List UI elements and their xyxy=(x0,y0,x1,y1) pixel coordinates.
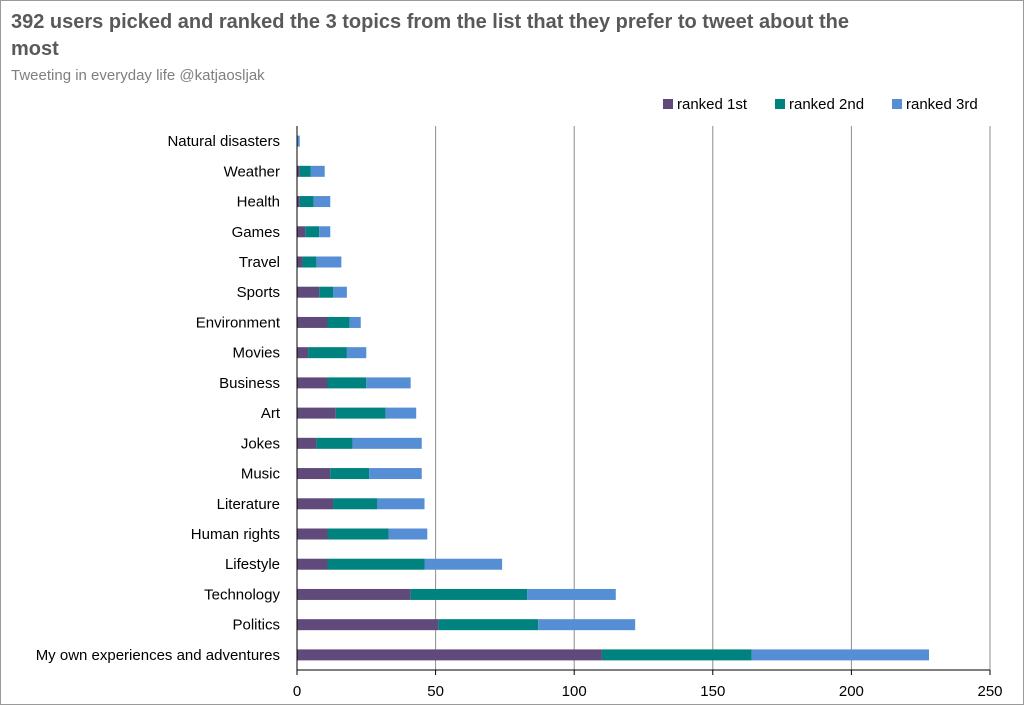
bar-segment xyxy=(297,619,439,631)
x-axis: 0 50 100 150 200 250 xyxy=(293,126,1003,700)
category-label: Art xyxy=(261,405,281,422)
bar-segment xyxy=(316,256,342,268)
category-label: Health xyxy=(237,194,280,211)
bar-segment xyxy=(297,588,411,600)
bar-segment xyxy=(297,165,300,177)
category-label: Lifestyle xyxy=(225,556,280,573)
gridlines xyxy=(435,126,991,670)
bar-segment xyxy=(327,316,350,328)
bar-segment xyxy=(366,377,411,389)
category-label: Jokes xyxy=(241,435,280,452)
bar-segment xyxy=(319,226,331,238)
bar-segment xyxy=(310,165,325,177)
bar-segment xyxy=(352,437,422,449)
bar-segment xyxy=(327,558,425,570)
bar-segment xyxy=(346,347,367,359)
legend-swatch xyxy=(775,99,785,109)
bar-segment xyxy=(751,649,930,661)
bar-segment xyxy=(297,226,306,238)
legend-swatch xyxy=(892,99,902,109)
x-tick-label: 100 xyxy=(562,683,587,700)
legend: ranked 1st ranked 2nd ranked 3rd xyxy=(663,96,978,113)
bar-segment xyxy=(297,316,328,328)
legend-swatch xyxy=(663,99,673,109)
bar-segment xyxy=(297,256,303,268)
bar-segment xyxy=(527,588,616,600)
category-label: Music xyxy=(241,466,281,483)
bar-segment xyxy=(297,468,331,480)
category-label: Technology xyxy=(204,586,280,603)
bar-segment xyxy=(369,468,422,480)
x-tick-label: 250 xyxy=(977,683,1002,700)
bar-segment xyxy=(297,135,300,147)
category-label: Business xyxy=(219,375,280,392)
bar-segment xyxy=(297,347,309,359)
x-tick-label: 0 xyxy=(293,683,301,700)
bar-segment xyxy=(297,437,317,449)
bar-segment xyxy=(319,286,334,298)
bar-segment xyxy=(538,619,636,631)
bar-segment xyxy=(333,286,347,298)
category-label: Sports xyxy=(237,284,280,301)
bar-segment xyxy=(377,498,425,510)
bar-segment xyxy=(313,196,331,208)
bar-segment xyxy=(388,528,428,540)
bar-segment xyxy=(297,196,300,208)
legend-label: ranked 3rd xyxy=(906,96,978,113)
bar-segment xyxy=(316,437,353,449)
bar-segment xyxy=(297,558,328,570)
chart-title: 392 users picked and ranked the 3 topics… xyxy=(11,11,849,60)
bar-segment xyxy=(297,528,328,540)
bar-segment xyxy=(385,407,417,419)
bar-segment xyxy=(308,347,347,359)
legend-label: ranked 1st xyxy=(677,96,748,113)
bar-segment xyxy=(601,649,752,661)
bar-segment xyxy=(297,377,328,389)
bar-segment xyxy=(302,256,317,268)
bar-segment xyxy=(297,649,602,661)
bar-segment xyxy=(297,498,334,510)
bar-segment xyxy=(299,196,314,208)
bars xyxy=(297,135,930,661)
category-label: Movies xyxy=(232,345,280,362)
bar-segment xyxy=(424,558,503,570)
chart-subtitle: Tweeting in everyday life @katjaosljak xyxy=(11,67,265,84)
bar-segment xyxy=(410,588,528,600)
bar-segment xyxy=(349,316,361,328)
x-tick-label: 150 xyxy=(700,683,725,700)
bar-segment xyxy=(299,165,311,177)
bar-segment xyxy=(330,468,370,480)
category-label: Natural disasters xyxy=(167,133,280,150)
bar-segment xyxy=(305,226,320,238)
category-label: Environment xyxy=(196,314,281,331)
category-label: My own experiences and adventures xyxy=(36,647,280,664)
bar-segment xyxy=(333,498,378,510)
bar-segment xyxy=(327,528,389,540)
bar-segment xyxy=(438,619,539,631)
x-tick-label: 200 xyxy=(839,683,864,700)
category-label: Travel xyxy=(239,254,280,271)
bar-segment xyxy=(335,407,386,419)
bar-segment xyxy=(297,286,320,298)
category-label: Politics xyxy=(232,617,280,634)
category-label: Weather xyxy=(224,163,280,180)
category-label: Games xyxy=(232,224,280,241)
legend-label: ranked 2nd xyxy=(789,96,864,113)
category-label: Literature xyxy=(217,496,280,513)
bar-segment xyxy=(327,377,367,389)
bar-segment xyxy=(297,407,336,419)
category-labels: Natural disasters Weather Health Games Trave… xyxy=(36,133,281,664)
x-tick-label: 50 xyxy=(427,683,444,700)
category-label: Human rights xyxy=(191,526,280,543)
